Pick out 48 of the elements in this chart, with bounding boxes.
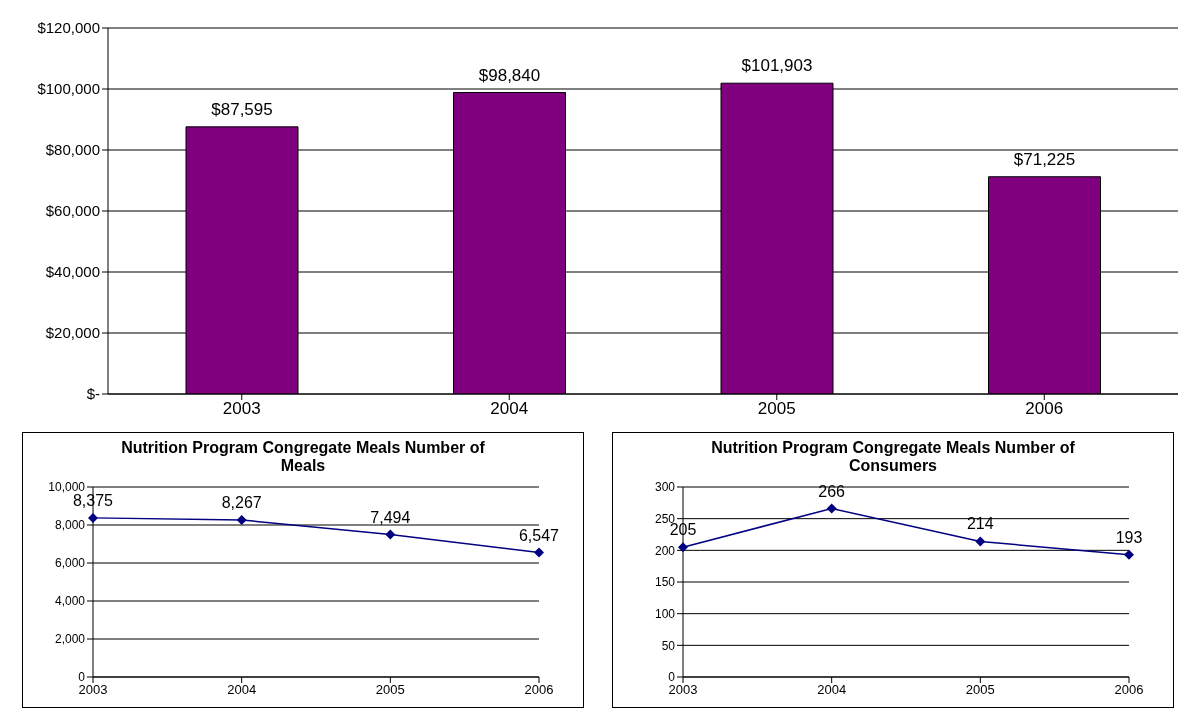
x-tick-label: 2003 <box>78 682 108 698</box>
data-label: $98,840 <box>478 65 541 85</box>
x-tick-label: 2005 <box>757 399 796 419</box>
data-label: 193 <box>1115 528 1143 546</box>
y-tick-label: $100,000 <box>37 80 100 98</box>
y-tick-label: 100 <box>654 606 676 621</box>
y-tick-label: $80,000 <box>45 141 100 159</box>
y-tick-label: 0 <box>668 670 676 685</box>
y-tick-label: 2,000 <box>54 632 86 647</box>
x-tick-label: 2004 <box>227 682 257 698</box>
y-tick-label: 50 <box>661 638 676 653</box>
y-tick-label: 8,000 <box>54 518 86 533</box>
y-tick-label: 200 <box>654 543 676 558</box>
y-tick-label: 6,000 <box>54 556 86 571</box>
y-tick-label: 4,000 <box>54 594 86 609</box>
data-label: 8,267 <box>221 493 262 511</box>
x-tick-label: 2005 <box>375 682 405 698</box>
x-tick-label: 2006 <box>524 682 554 698</box>
y-tick-label: $60,000 <box>45 202 100 220</box>
y-tick-label: $120,000 <box>37 19 100 37</box>
data-label: 6,547 <box>518 526 560 544</box>
x-tick-label: 2004 <box>490 399 529 419</box>
x-tick-label: 2005 <box>965 682 995 698</box>
y-tick-label: 150 <box>654 575 676 590</box>
y-tick-label: $- <box>86 385 100 403</box>
chart-title: Nutrition Program Congregate Meals Number of Meals <box>120 438 486 476</box>
point <box>1124 549 1134 560</box>
x-tick-label: 2003 <box>668 682 698 698</box>
x-tick-label: 2006 <box>1114 682 1144 698</box>
y-tick-label: 300 <box>654 480 676 495</box>
y-tick-label: 0 <box>78 670 86 685</box>
data-label: 7,494 <box>370 508 411 526</box>
data-label: 266 <box>818 482 846 500</box>
data-label: $87,595 <box>211 99 273 119</box>
y-tick-label: $40,000 <box>45 263 100 281</box>
point <box>534 547 544 558</box>
y-tick-label: $20,000 <box>45 324 100 342</box>
point <box>826 503 837 514</box>
data-label: $71,225 <box>1013 149 1076 169</box>
point <box>236 514 247 525</box>
data-label: $101,903 <box>741 56 813 76</box>
point <box>975 536 986 547</box>
chart-title: Nutrition Program Congregate Meals Number of Consumers <box>710 438 1076 476</box>
data-label: 214 <box>966 515 994 533</box>
x-tick-label: 2006 <box>1025 399 1064 419</box>
x-tick-label: 2003 <box>222 399 261 419</box>
x-tick-label: 2004 <box>817 682 847 698</box>
point <box>385 529 396 540</box>
